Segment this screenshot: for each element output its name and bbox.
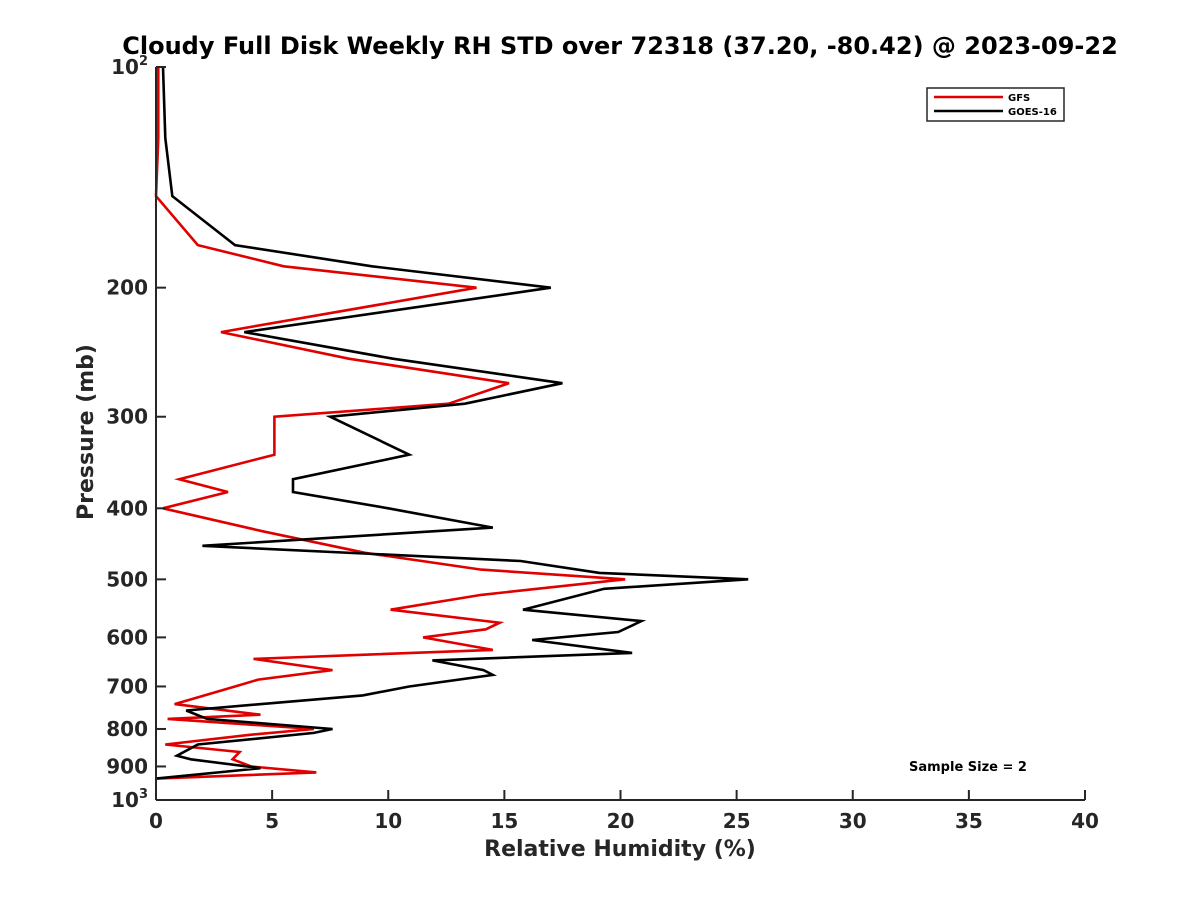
series-line-goes16 [155,66,749,780]
y-tick-label: 103 [111,787,148,812]
y-tick-label: 200 [106,276,148,300]
x-tick-label: 25 [723,809,751,833]
x-tick-label: 20 [607,809,635,833]
x-tick-label: 40 [1071,809,1099,833]
y-ticks: 102 200 300 400 500 600 700 800 900 103 [106,54,166,812]
x-tick-label: 5 [265,809,279,833]
x-axis-label: Relative Humidity (%) [484,837,756,862]
x-tick-label: 10 [374,809,402,833]
legend-label-goes16: GOES-16 [1008,107,1057,118]
y-tick-label: 900 [106,754,148,778]
x-tick-label: 0 [149,809,163,833]
y-tick-label: 600 [106,625,148,649]
x-tick-label: 30 [839,809,867,833]
y-tick-label: 700 [106,674,148,698]
legend-box [926,87,1065,122]
y-tick-label: 400 [106,496,148,520]
x-tick-label: 35 [955,809,983,833]
x-tick-label: 15 [490,809,518,833]
y-tick-label: 800 [106,717,148,741]
sample-size-annotation: Sample Size = 2 [909,760,1027,775]
y-axis-label: Pressure (mb) [74,344,99,520]
series-line-gfs [154,67,626,780]
chart-title: Cloudy Full Disk Weekly RH STD over 7231… [122,32,1118,60]
y-tick-label: 500 [106,567,148,591]
x-ticks: 0 5 10 15 20 25 30 35 40 [149,790,1099,833]
series-group [154,66,749,780]
y-tick-label: 102 [111,54,148,79]
y-tick-label: 300 [106,405,148,429]
legend: GFS GOES-16 [926,87,1065,122]
legend-label-gfs: GFS [1008,93,1030,104]
